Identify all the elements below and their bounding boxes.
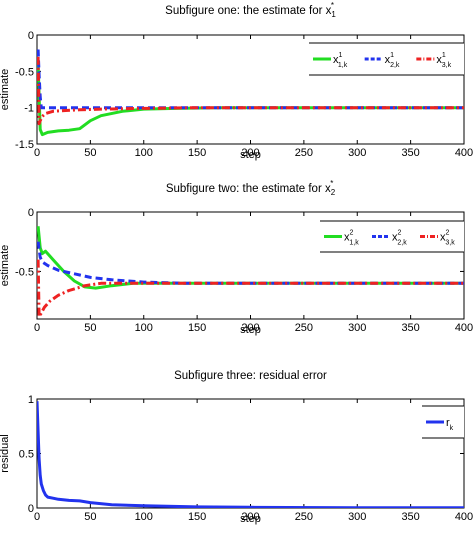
x-tick-label: 400 — [455, 147, 473, 159]
chart-panel-3: Subfigure three: residual error 0 50 100 150… — [0, 370, 473, 525]
x-tick-label: 300 — [348, 511, 366, 523]
series-line-2 — [37, 241, 464, 285]
x-tick-label: 0 — [34, 322, 40, 334]
y-axis-label: estimate — [0, 245, 11, 287]
x-tick-label: 350 — [401, 322, 419, 334]
x-axis-label: step — [240, 149, 261, 161]
y-tick-label: 0.5 — [19, 449, 34, 461]
x-tick-label: 100 — [135, 511, 153, 523]
chart-title-superscript: * — [330, 179, 333, 188]
y-tick-label: -0.5 — [15, 66, 34, 78]
x-tick-label: 300 — [348, 147, 366, 159]
y-tick-label: 0 — [28, 503, 34, 515]
x-tick-label: 400 — [455, 511, 473, 523]
chart-title-text: Subfigure two: the estimate for x — [166, 183, 331, 195]
x-tick-label: 0 — [34, 511, 40, 523]
chart-panel-1: Subfigure one: the estimate for x1*0 50 10… — [0, 1, 473, 161]
legend-label-3: x1 3,k — [436, 52, 451, 69]
series-line-1 — [37, 401, 464, 508]
y-tick-label: -1 — [24, 103, 34, 115]
x-tick-label: 100 — [135, 322, 153, 334]
series-line-3 — [37, 259, 464, 319]
x-tick-label: 200 — [241, 511, 259, 523]
y-tick-label: 1 — [28, 394, 34, 406]
legend-label-2: x1 2,k — [385, 52, 400, 69]
x-tick-label: 400 — [455, 322, 473, 334]
y-tick-label: -0.5 — [15, 266, 34, 278]
legend-label-2: x2 2,k — [392, 230, 407, 247]
legend-box — [320, 221, 464, 252]
chart-title: Subfigure three: residual error — [174, 370, 327, 382]
x-tick-label: 150 — [188, 511, 206, 523]
legend-label-3: x2 3,k — [440, 230, 455, 247]
x-tick-label: 250 — [295, 511, 313, 523]
legend-label-1: rk — [446, 417, 454, 432]
x-axis-label: step — [240, 324, 261, 336]
chart-panel-2: Subfigure two: the estimate for x2* 0 50 10… — [0, 179, 473, 336]
x-tick-label: 250 — [295, 322, 313, 334]
chart-title: Subfigure two: the estimate for x2* — [166, 179, 336, 197]
x-tick-label: 50 — [84, 322, 96, 334]
chart-title-superscript: * — [331, 1, 334, 10]
chart-title-subscript: 2 — [331, 188, 336, 197]
series-line-3 — [37, 56, 464, 126]
x-axis-label: step — [240, 513, 261, 525]
x-tick-label: 50 — [84, 147, 96, 159]
y-tick-label: -1.5 — [15, 139, 34, 151]
chart-title-text: Subfigure three: residual error — [174, 370, 327, 382]
legend: x1 1,k x1 2,k x1 3,k — [309, 42, 464, 76]
x-tick-label: 100 — [135, 147, 153, 159]
chart-title: Subfigure one: the estimate for x1* — [165, 1, 336, 19]
x-tick-label: 250 — [295, 147, 313, 159]
y-tick-label: 0 — [28, 207, 34, 219]
x-tick-label: 200 — [241, 147, 259, 159]
y-axis-label: estimate — [0, 69, 11, 111]
legend-box — [309, 43, 464, 75]
legend: x2 1,k x2 2,k x2 3,k — [320, 220, 464, 253]
y-tick-label: 0 — [28, 30, 34, 42]
chart-title-subscript: 1 — [331, 10, 336, 19]
x-tick-label: 150 — [188, 147, 206, 159]
legend-label-1: x2 1,k — [344, 230, 359, 247]
x-tick-label: 50 — [84, 511, 96, 523]
x-tick-label: 350 — [401, 511, 419, 523]
chart-title-text: Subfigure one: the estimate for x — [165, 5, 331, 17]
plot-area — [36, 398, 465, 509]
x-tick-label: 150 — [188, 322, 206, 334]
y-axis-label: residual — [0, 434, 11, 473]
x-tick-label: 350 — [401, 147, 419, 159]
x-tick-label: 0 — [34, 147, 40, 159]
x-tick-label: 300 — [348, 322, 366, 334]
legend-label-1: x1 1,k — [333, 52, 348, 69]
x-tick-label: 200 — [241, 322, 259, 334]
legend: rk — [422, 405, 464, 439]
